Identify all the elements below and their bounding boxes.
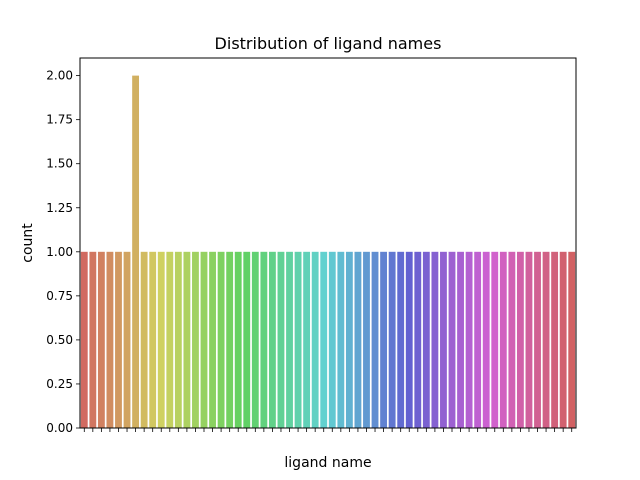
bar	[354, 251, 362, 428]
bar	[337, 251, 345, 428]
bar	[268, 251, 276, 428]
bar	[363, 251, 370, 428]
bar	[217, 251, 225, 428]
bar	[115, 251, 122, 428]
bar	[234, 251, 242, 428]
bar	[525, 251, 533, 428]
bar	[568, 251, 576, 428]
bar	[183, 251, 191, 428]
y-tick-label: 1.75	[46, 113, 73, 127]
y-tick-label: 1.00	[46, 245, 73, 259]
y-tick-label: 2.00	[46, 69, 73, 83]
bar	[157, 251, 165, 428]
y-tick-label: 0.25	[46, 377, 73, 391]
bar	[89, 251, 97, 428]
bar	[345, 251, 353, 428]
bar	[380, 251, 388, 428]
bar	[320, 251, 328, 428]
bar	[448, 251, 456, 428]
bar	[482, 251, 490, 428]
bar	[243, 251, 251, 428]
bar	[80, 251, 88, 428]
bar	[106, 251, 114, 428]
bar	[551, 251, 559, 428]
bar	[132, 75, 140, 429]
bar	[200, 251, 208, 428]
y-tick-label: 1.25	[46, 201, 73, 215]
bar	[516, 251, 524, 428]
bar	[499, 251, 507, 428]
bar	[405, 251, 413, 428]
bar	[166, 251, 174, 428]
bar	[414, 251, 422, 428]
bar	[209, 251, 216, 428]
bar	[277, 251, 285, 428]
bar	[508, 251, 516, 428]
bar	[174, 251, 182, 428]
bar	[149, 251, 157, 428]
y-ticks-group: 0.00 0.25 0.50 0.75 1.00 1.25 1.50 1.75 2.00	[46, 69, 80, 435]
bar	[260, 251, 268, 428]
bar	[123, 251, 131, 428]
bar	[474, 251, 482, 428]
bar	[534, 251, 541, 428]
bar	[97, 251, 105, 428]
bar	[431, 251, 439, 428]
bar	[251, 251, 259, 428]
bar	[465, 251, 473, 428]
bar	[457, 251, 464, 428]
y-axis-label: count	[20, 223, 36, 263]
y-tick-label: 0.00	[46, 421, 73, 435]
bar	[559, 251, 567, 428]
bar	[440, 251, 447, 428]
x-ticks-group	[83, 428, 573, 432]
bar	[388, 251, 396, 428]
bars-group	[80, 75, 576, 429]
bar	[294, 251, 302, 428]
bar	[328, 251, 336, 428]
bar	[491, 251, 499, 428]
bar	[140, 251, 148, 428]
x-axis-label: ligand name	[284, 455, 371, 471]
bar	[397, 251, 405, 428]
bar	[542, 251, 550, 428]
bar	[422, 251, 430, 428]
bar	[303, 251, 311, 428]
bar	[371, 251, 379, 428]
plot-frame	[79, 57, 577, 429]
y-tick-label: 0.50	[46, 333, 73, 347]
y-tick-label: 0.75	[46, 289, 73, 303]
bar	[192, 251, 199, 428]
bar	[311, 251, 319, 428]
bar	[226, 251, 234, 428]
bar	[286, 251, 293, 428]
chart-title: Distribution of ligand names	[215, 34, 442, 53]
y-tick-label: 1.50	[46, 157, 73, 171]
